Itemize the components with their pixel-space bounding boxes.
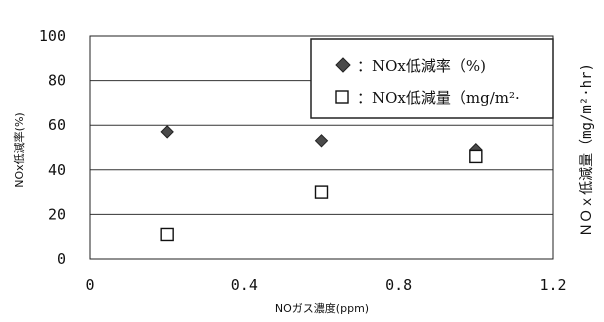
legend-label-reduction-rate: ：NOx低減率（%): [357, 57, 486, 75]
y-tick-label: 40: [48, 161, 66, 179]
y-tick-label: 80: [48, 72, 66, 90]
plot-area: [89, 35, 554, 260]
data-marks: [160, 125, 483, 242]
y-tick-label: 60: [48, 116, 66, 134]
y-tick-labels: 0 20 40 60 80 100: [39, 27, 66, 268]
y2-axis-title: ＮＯｘ低減量（mg/m²·hr): [578, 63, 595, 237]
data-point-square: [160, 227, 174, 242]
data-point-diamond: [314, 134, 329, 148]
y-tick-label: 20: [48, 205, 66, 223]
legend: ：NOx低減率（%) ：NOx低減量（mg/m²·: [310, 38, 554, 119]
data-point-square: [314, 185, 329, 199]
data-point-square: [469, 149, 483, 164]
x-axis-title: NOガス濃度(ppm): [275, 301, 369, 315]
legend-square-icon: [335, 90, 349, 104]
x-tick-label: 0: [85, 276, 94, 294]
y-tick-label: 100: [39, 27, 66, 45]
data-point-diamond: [160, 125, 174, 139]
legend-box: [310, 38, 554, 119]
x-tick-label: 1.2: [539, 276, 566, 294]
x-tick-label: 0.8: [385, 276, 412, 294]
y-axis-title: NOx低減率(%): [12, 112, 26, 187]
y-tick-label: 0: [57, 250, 66, 268]
x-tick-label: 0.4: [231, 276, 258, 294]
legend-label-reduction-amount: ：NOx低減量（mg/m²·: [357, 89, 520, 107]
legend-diamond-icon: [335, 57, 351, 73]
x-tick-labels: 0 0.4 0.8 1.2: [85, 276, 566, 294]
